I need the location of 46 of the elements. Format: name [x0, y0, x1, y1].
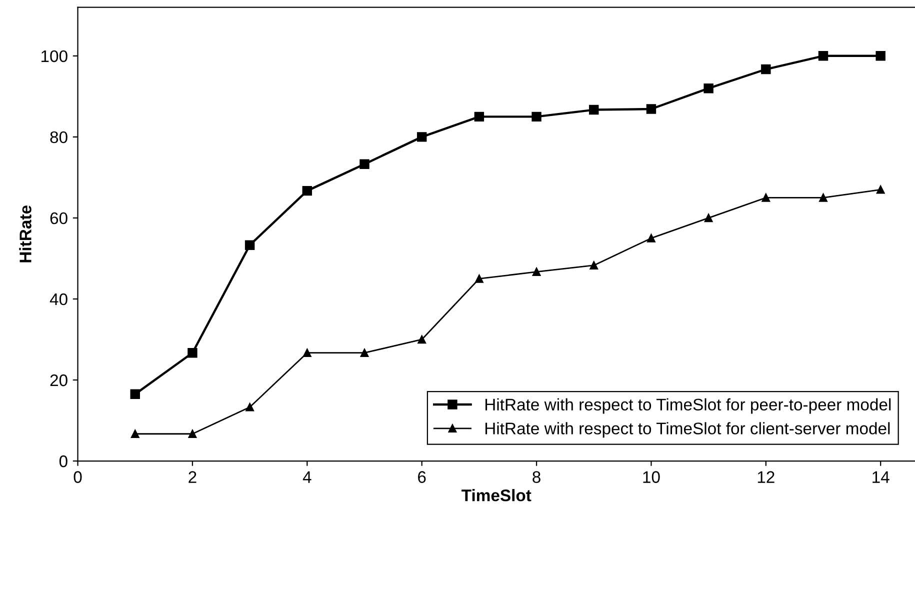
x-tick-label: 10 — [643, 471, 660, 483]
point — [474, 112, 484, 122]
legend-label: HitRate with respect to TimeSlot for peer-to-peer model — [485, 398, 891, 414]
point — [762, 194, 770, 202]
point — [647, 234, 656, 242]
point — [130, 430, 140, 438]
point — [130, 389, 140, 400]
x-tick-label: 2 — [188, 471, 196, 483]
point — [302, 186, 312, 196]
y-axis-title: HitRate — [19, 206, 32, 262]
point — [818, 51, 828, 61]
y-tick-label: 40 — [50, 293, 68, 306]
point — [876, 185, 885, 194]
point — [246, 402, 254, 412]
point — [589, 104, 599, 115]
point — [761, 64, 771, 74]
y-tick-label: 20 — [50, 374, 68, 386]
point — [475, 274, 484, 283]
point — [819, 194, 828, 202]
point — [188, 430, 197, 438]
point — [704, 83, 714, 94]
point — [360, 348, 369, 358]
x-tick-label: 0 — [74, 471, 82, 483]
x-tick-label: 6 — [418, 471, 426, 483]
legend-label: HitRate with respect to TimeSlot for client-server model — [485, 422, 890, 438]
x-axis-title: TimeSlot — [462, 489, 532, 502]
point — [244, 240, 255, 250]
point — [416, 132, 427, 142]
x-tick-label: 14 — [872, 471, 890, 483]
point — [532, 112, 542, 122]
x-tick-label: 8 — [532, 471, 540, 483]
point — [302, 348, 312, 358]
x-tick-label: 4 — [302, 471, 312, 483]
x-tick-label: 12 — [758, 471, 774, 483]
y-tick-label: 60 — [50, 212, 68, 224]
point — [532, 268, 541, 276]
point — [876, 51, 886, 61]
y-tick-label: 0 — [59, 455, 68, 468]
y-tick-label: 80 — [50, 131, 68, 144]
point — [704, 214, 713, 222]
y-tick-label: 100 — [42, 50, 68, 62]
point — [646, 104, 656, 114]
point — [188, 348, 198, 358]
point — [360, 159, 370, 169]
point — [418, 335, 426, 344]
point — [590, 261, 598, 270]
